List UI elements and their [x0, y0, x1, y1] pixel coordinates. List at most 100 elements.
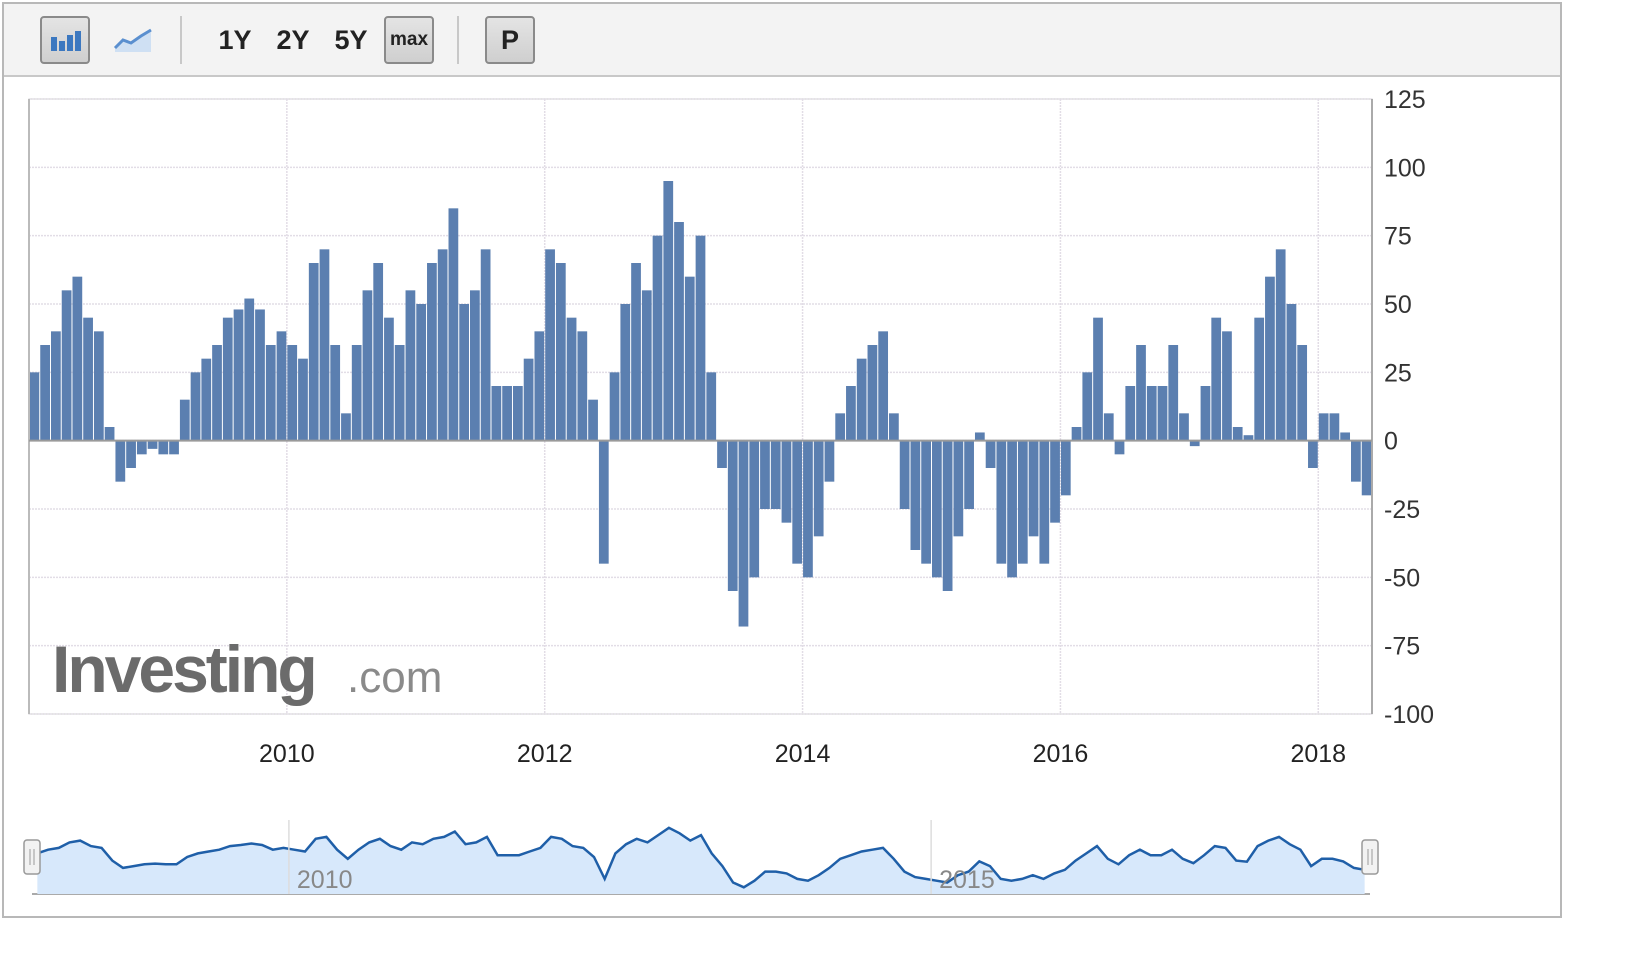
- bar[interactable]: [641, 290, 652, 441]
- bar[interactable]: [1297, 345, 1308, 441]
- bar[interactable]: [555, 263, 566, 441]
- bar[interactable]: [1222, 331, 1232, 441]
- bar[interactable]: [792, 440, 803, 564]
- bar[interactable]: [953, 440, 964, 537]
- bar[interactable]: [233, 309, 244, 441]
- bar[interactable]: [351, 345, 362, 441]
- bar[interactable]: [1082, 372, 1093, 441]
- bar[interactable]: [534, 331, 545, 441]
- bar[interactable]: [1329, 413, 1340, 441]
- bar[interactable]: [1200, 386, 1211, 441]
- bar[interactable]: [1243, 435, 1254, 441]
- bar[interactable]: [749, 440, 760, 578]
- bar[interactable]: [899, 440, 910, 509]
- bar[interactable]: [1275, 249, 1286, 441]
- bar[interactable]: [341, 413, 351, 441]
- bar[interactable]: [566, 317, 577, 441]
- bar[interactable]: [448, 208, 459, 441]
- bar[interactable]: [1157, 386, 1168, 441]
- bar[interactable]: [29, 372, 40, 441]
- bar[interactable]: [470, 290, 480, 441]
- bar[interactable]: [222, 317, 233, 441]
- bar[interactable]: [1146, 386, 1157, 441]
- bar[interactable]: [212, 345, 222, 441]
- bar[interactable]: [631, 263, 641, 441]
- bar[interactable]: [545, 249, 555, 441]
- bar[interactable]: [437, 249, 448, 441]
- bar[interactable]: [824, 440, 835, 482]
- range-5y-button[interactable]: 5Y: [334, 24, 368, 55]
- bar[interactable]: [835, 413, 846, 441]
- bar[interactable]: [674, 222, 684, 441]
- bar[interactable]: [1125, 386, 1136, 441]
- bar[interactable]: [931, 440, 942, 578]
- bar[interactable]: [803, 440, 813, 578]
- bar[interactable]: [1318, 413, 1329, 441]
- bar[interactable]: [856, 358, 867, 441]
- bar[interactable]: [115, 440, 126, 482]
- bar[interactable]: [308, 263, 319, 441]
- bar[interactable]: [1136, 345, 1146, 441]
- bar[interactable]: [523, 358, 534, 441]
- bar[interactable]: [1211, 317, 1222, 441]
- bar[interactable]: [416, 304, 427, 441]
- bar[interactable]: [985, 440, 996, 468]
- bar[interactable]: [244, 298, 255, 441]
- bar[interactable]: [459, 304, 470, 441]
- bar[interactable]: [319, 249, 330, 441]
- bar[interactable]: [276, 331, 287, 441]
- bar[interactable]: [104, 427, 115, 441]
- bar[interactable]: [1189, 440, 1200, 447]
- bar[interactable]: [889, 413, 899, 441]
- bar[interactable]: [93, 331, 104, 441]
- bar[interactable]: [1361, 440, 1372, 496]
- bar[interactable]: [50, 331, 61, 441]
- bar[interactable]: [158, 440, 169, 455]
- bar[interactable]: [1265, 276, 1275, 441]
- bar[interactable]: [1050, 440, 1060, 523]
- bar[interactable]: [298, 358, 308, 441]
- bar-chart-button[interactable]: [40, 16, 90, 64]
- bar[interactable]: [330, 345, 341, 441]
- bar[interactable]: [663, 181, 674, 441]
- bar[interactable]: [405, 290, 416, 441]
- bar[interactable]: [1286, 304, 1297, 441]
- bar[interactable]: [598, 440, 609, 564]
- bar[interactable]: [1114, 440, 1125, 455]
- bar[interactable]: [964, 440, 974, 509]
- bar[interactable]: [287, 345, 298, 441]
- bar[interactable]: [40, 345, 50, 441]
- bar[interactable]: [846, 386, 856, 441]
- bar[interactable]: [502, 386, 512, 441]
- bar[interactable]: [1351, 440, 1361, 482]
- bar[interactable]: [126, 440, 136, 468]
- bar[interactable]: [921, 440, 931, 564]
- bar[interactable]: [61, 290, 72, 441]
- bar[interactable]: [1254, 317, 1265, 441]
- bar[interactable]: [1168, 345, 1179, 441]
- bar[interactable]: [878, 331, 889, 441]
- bar[interactable]: [652, 235, 663, 441]
- range-max-button[interactable]: max: [384, 16, 434, 64]
- bar[interactable]: [491, 386, 502, 441]
- bar[interactable]: [136, 440, 147, 455]
- bar[interactable]: [394, 345, 405, 441]
- bar[interactable]: [265, 345, 276, 441]
- bar[interactable]: [72, 276, 83, 441]
- bar[interactable]: [1028, 440, 1039, 537]
- bar[interactable]: [738, 440, 749, 627]
- bar[interactable]: [727, 440, 738, 591]
- bar[interactable]: [1103, 413, 1114, 441]
- bar[interactable]: [1093, 317, 1103, 441]
- bar[interactable]: [83, 317, 93, 441]
- bar[interactable]: [770, 440, 781, 509]
- bar[interactable]: [974, 432, 985, 441]
- bar[interactable]: [1039, 440, 1050, 564]
- bar[interactable]: [620, 304, 631, 441]
- bar[interactable]: [1232, 427, 1243, 441]
- bar[interactable]: [577, 331, 588, 441]
- navigator-left-handle[interactable]: [23, 839, 41, 875]
- bar[interactable]: [190, 372, 201, 441]
- bar[interactable]: [1340, 432, 1351, 441]
- bar[interactable]: [910, 440, 921, 550]
